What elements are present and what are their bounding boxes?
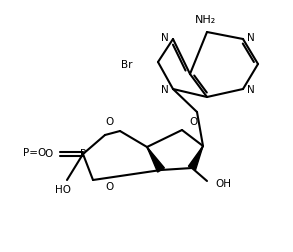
Text: NH₂: NH₂	[195, 15, 217, 25]
Text: O: O	[189, 117, 197, 127]
Text: N: N	[247, 33, 255, 43]
Text: N: N	[161, 85, 169, 95]
Polygon shape	[147, 147, 164, 172]
Text: N: N	[161, 33, 169, 43]
Text: Br: Br	[122, 60, 133, 70]
Text: O: O	[106, 182, 114, 192]
Text: O: O	[106, 117, 114, 127]
Text: OH: OH	[215, 179, 231, 189]
Text: HO: HO	[55, 185, 71, 195]
Text: N: N	[247, 85, 255, 95]
Text: P=O: P=O	[23, 148, 46, 158]
Polygon shape	[188, 146, 203, 170]
Text: P: P	[80, 149, 86, 159]
Text: O: O	[45, 149, 53, 159]
